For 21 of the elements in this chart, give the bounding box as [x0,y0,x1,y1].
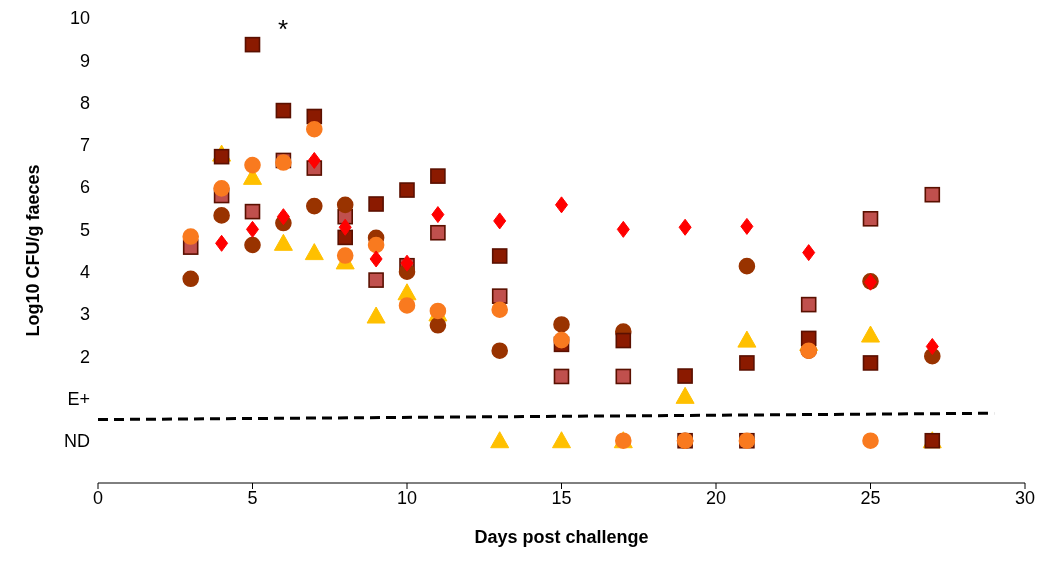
x-tick-label: 10 [396,487,418,508]
y-tick-label: 5 [79,219,90,240]
y-tick-label: 6 [79,177,90,198]
y-tick-label: 10 [69,8,90,29]
y-tick-label: 9 [79,50,90,71]
x-tick-label: 30 [1014,487,1036,508]
x-tick-label: 15 [551,487,572,508]
y-tick-label: 7 [79,135,90,156]
x-tick-label: 25 [860,487,881,508]
y-tick-label: E+ [67,388,90,409]
y-tick-label: ND [64,431,90,452]
y-tick-label: 4 [79,262,90,283]
x-tick-label: 0 [92,487,104,508]
x-tick-label: 20 [705,487,727,508]
y-tick-label: 8 [79,92,90,113]
annotation: * [278,14,289,45]
y-tick-label: 3 [79,304,90,325]
y-axis-title: Log10 CFU/g faeces [23,164,44,337]
x-axis-title: Days post challenge [474,527,649,547]
y-tick-label: 2 [79,346,90,367]
x-tick-label: 5 [247,487,258,508]
